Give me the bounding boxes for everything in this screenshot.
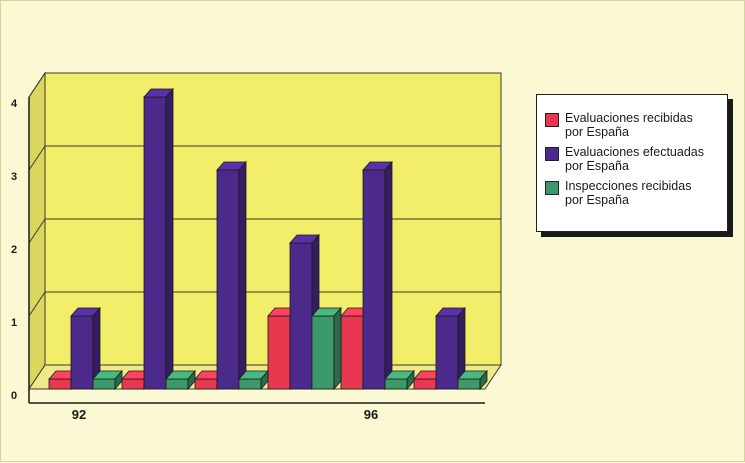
bar-series3-cat5: [384, 369, 415, 391]
bar-front: [435, 315, 459, 390]
gridline: [28, 72, 46, 98]
y-tick-label: 2: [11, 244, 17, 256]
bar-front: [384, 378, 408, 390]
legend-item-inspecciones-recibidas: Inspecciones recibidas por España: [545, 179, 721, 207]
legend-label-line: Evaluaciones recibidas: [565, 111, 693, 125]
legend-label-line: por España: [565, 159, 629, 173]
bar-series2-cat2: [143, 87, 174, 391]
bar-front: [238, 378, 262, 390]
legend-label-line: por España: [565, 193, 629, 207]
gridline: [28, 145, 46, 171]
legend-swatch-red: [545, 113, 559, 127]
bar-side: [333, 306, 342, 391]
bar-front: [92, 378, 116, 390]
bar-series3-cat4: [311, 306, 342, 391]
gridline: [28, 218, 46, 244]
bar-series3-cat3: [238, 369, 269, 391]
bar-front: [289, 242, 313, 390]
bar-side: [114, 369, 123, 391]
bar-front: [143, 96, 167, 390]
bar-series2-cat6: [435, 306, 466, 391]
bar-series3-cat6: [457, 369, 488, 391]
legend-item-evaluaciones-efectuadas: Evaluaciones efectuadas por España: [545, 145, 721, 173]
bar-series2-cat5: [362, 160, 393, 391]
bar-series3-cat1: [92, 369, 123, 391]
x-category-label: 96: [364, 407, 378, 422]
legend-swatch-green: [545, 181, 559, 195]
bar-front: [340, 315, 364, 390]
y-tick-label: 3: [11, 171, 17, 183]
y-tick-label: 1: [11, 317, 17, 329]
legend-item-evaluaciones-recibidas: Evaluaciones recibidas por España: [545, 111, 721, 139]
bar-front: [194, 378, 218, 390]
x-category-label: 92: [72, 407, 86, 422]
bar-front: [413, 378, 437, 390]
bar-series2-cat3: [216, 160, 247, 391]
legend-label-line: por España: [565, 125, 629, 139]
gridline: [28, 291, 46, 317]
legend-label: Evaluaciones recibidas por España: [565, 111, 693, 139]
bar-series2-cat1: [70, 306, 101, 391]
bar-side: [384, 160, 393, 391]
bar-side: [260, 369, 269, 391]
bar-side: [238, 160, 247, 391]
bar-side: [187, 369, 196, 391]
bar-series3-cat2: [165, 369, 196, 391]
bar-front: [457, 378, 481, 390]
bar-front: [362, 169, 386, 390]
bar-front: [267, 315, 291, 390]
y-tick-label: 0: [11, 390, 17, 402]
bar-front: [311, 315, 335, 390]
bar-front: [48, 378, 72, 390]
legend-label-line: Evaluaciones efectuadas: [565, 145, 704, 159]
bar-front: [70, 315, 94, 390]
bar-front: [121, 378, 145, 390]
bar-side: [479, 369, 488, 391]
bar-side: [406, 369, 415, 391]
y-tick-label: 4: [11, 98, 18, 110]
bar-front: [165, 378, 189, 390]
legend-label: Inspecciones recibidas por España: [565, 179, 691, 207]
bar-side: [165, 87, 174, 391]
legend-label: Evaluaciones efectuadas por España: [565, 145, 704, 173]
bar-front: [216, 169, 240, 390]
chart-legend: Evaluaciones recibidas por España Evalua…: [536, 94, 728, 232]
legend-label-line: Inspecciones recibidas: [565, 179, 692, 193]
legend-swatch-purple: [545, 147, 559, 161]
